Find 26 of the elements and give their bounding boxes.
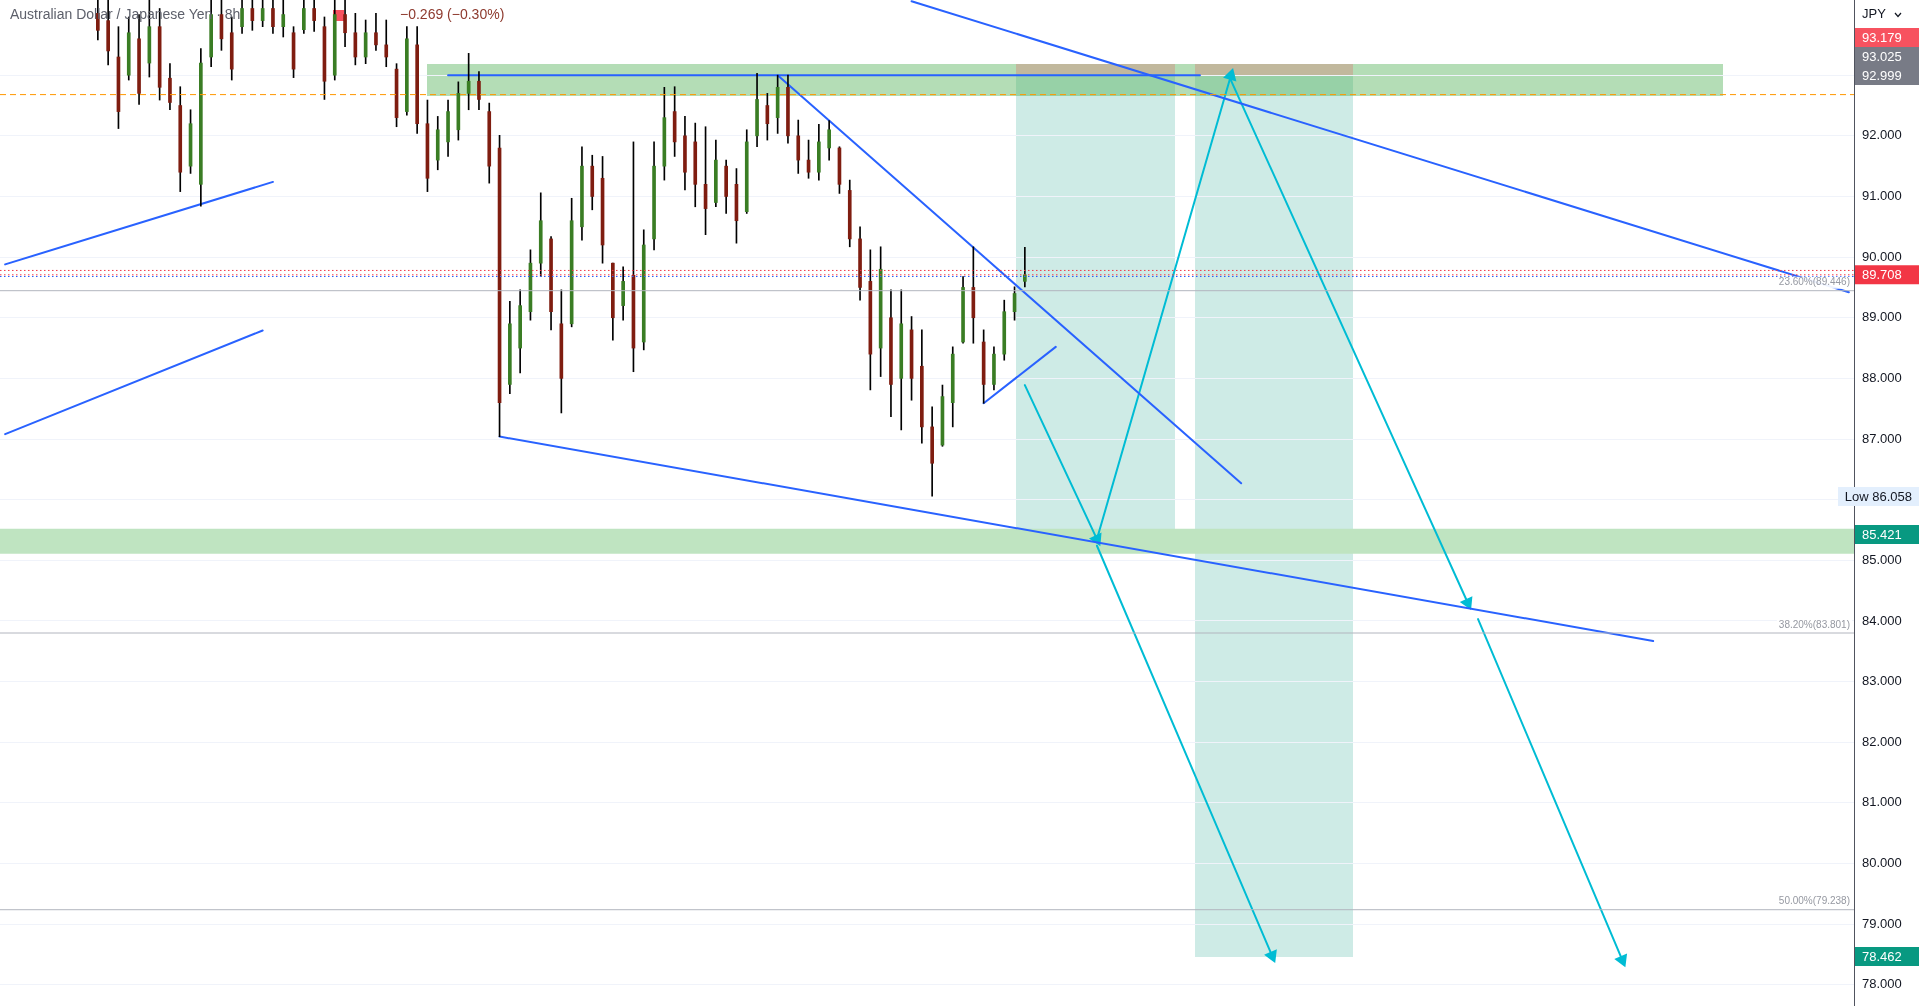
text: 92.999: [1855, 65, 1919, 85]
y-tick-label: 92.000: [1862, 127, 1902, 143]
text: 93.025: [1855, 46, 1919, 66]
ref-line-label: 89.708: [1862, 267, 1902, 283]
y-tick-label: 78.000: [1862, 976, 1902, 992]
y-tick-label: 81.000: [1862, 794, 1902, 810]
ref-line-label: 23.60%(89.446): [1778, 276, 1850, 288]
y-tick-label: 87.000: [1862, 430, 1902, 446]
y-tick-label: 85.000: [1862, 551, 1902, 567]
y-tick-label: 89.000: [1862, 309, 1902, 325]
annotation: Low 86.058: [1837, 486, 1919, 506]
y-tick-label: 79.000: [1862, 915, 1902, 931]
text: 93.179: [1855, 27, 1919, 47]
y-tick-label: 83.000: [1862, 673, 1902, 689]
text: 78.462: [1855, 947, 1919, 967]
y-axis-title: JPY: [1862, 6, 1886, 21]
chart-subtitle: −0.269 (−0.30%): [400, 6, 505, 22]
y-tick-label: 90.000: [1862, 248, 1902, 264]
y-tick-label: 84.000: [1862, 612, 1902, 628]
y-tick-label: 91.000: [1862, 188, 1902, 204]
y-tick-label: 82.000: [1862, 733, 1902, 749]
y-tick-label: 80.000: [1862, 855, 1902, 871]
ref-line-label: 38.20%(83.801): [1778, 618, 1850, 630]
ref-line-label: 50.00%(79.238): [1778, 895, 1850, 907]
text: 85.421: [1855, 525, 1919, 545]
y-tick-label: 88.000: [1862, 369, 1902, 385]
